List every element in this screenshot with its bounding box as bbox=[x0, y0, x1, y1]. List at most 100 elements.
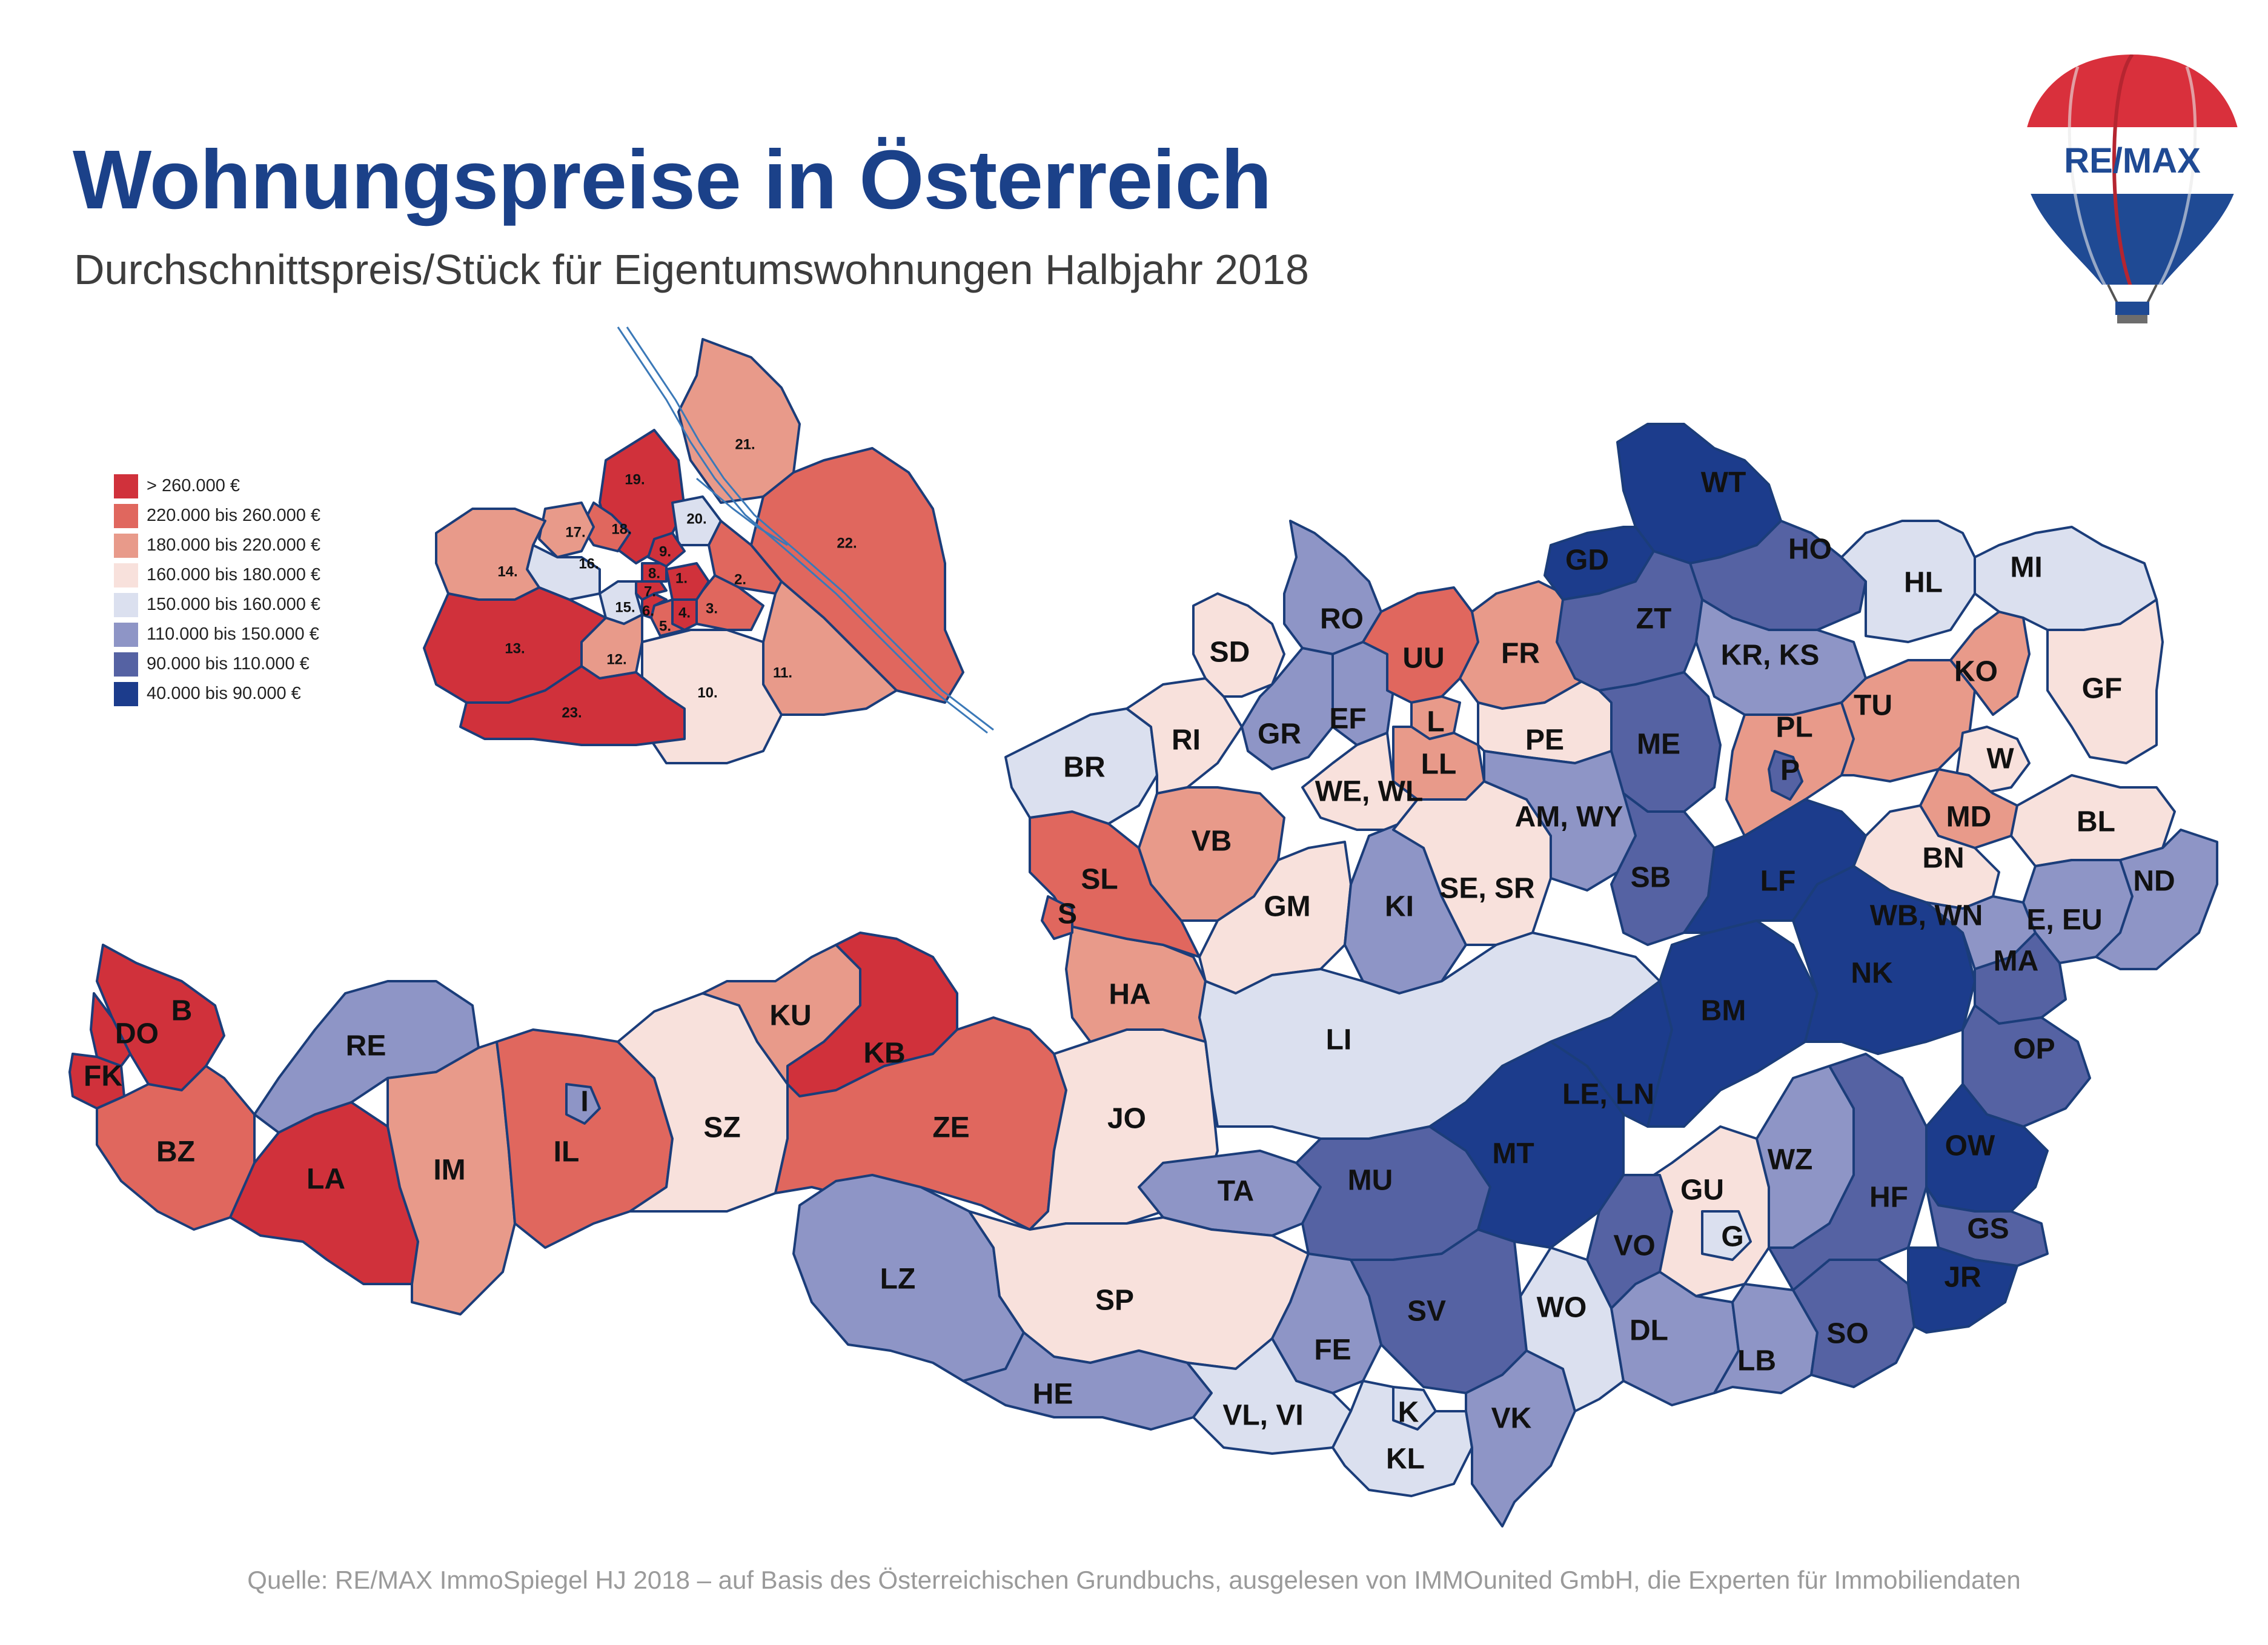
district-label: ND bbox=[2133, 866, 2175, 898]
district-label: VO bbox=[1613, 1230, 1655, 1262]
vienna-district-label: 20. bbox=[686, 511, 706, 527]
district-label: SD bbox=[1210, 637, 1250, 669]
district-label: BM bbox=[1701, 995, 1746, 1027]
district-sb bbox=[1610, 792, 1716, 946]
vienna-district-label: 12. bbox=[606, 651, 626, 667]
district-label: L bbox=[1427, 706, 1444, 738]
district-label: KB bbox=[863, 1038, 905, 1070]
legend-label: 90.000 bis 110.000 € bbox=[147, 654, 310, 674]
page-subtitle: Durchschnittspreis/Stück für Eigentumswo… bbox=[74, 246, 1309, 293]
district-label: MA bbox=[1994, 945, 2039, 978]
danube-river bbox=[617, 326, 988, 734]
vienna-district-label: 8. bbox=[648, 565, 660, 581]
vienna-district-label: 15. bbox=[615, 599, 635, 615]
vienna-district-label: 3. bbox=[706, 600, 718, 617]
district-label: HA bbox=[1109, 979, 1150, 1011]
district-label: WO bbox=[1537, 1292, 1587, 1324]
district-label: ME bbox=[1637, 729, 1680, 761]
vienna-district-13 bbox=[423, 586, 607, 704]
district-label: BL bbox=[2077, 806, 2115, 838]
district-label: RI bbox=[1172, 724, 1201, 756]
legend-item: 220.000 bis 260.000 € bbox=[114, 501, 320, 531]
legend-swatch bbox=[114, 622, 138, 647]
district-label: DL bbox=[1630, 1315, 1668, 1347]
vienna-district-label: 9. bbox=[659, 543, 671, 560]
district-label: ZT bbox=[1636, 603, 1672, 635]
district-label: B bbox=[171, 995, 193, 1027]
district-label: HE bbox=[1033, 1379, 1073, 1411]
district-kr-ks bbox=[1695, 598, 1867, 716]
vienna-inset: 19. 20. 21. 22. 2. 11. 10. 3. 1. 4. 5. 6. 7. 8. 9. 18. 1… bbox=[423, 326, 994, 764]
district-i bbox=[565, 1083, 601, 1125]
vienna-district-label: 11. bbox=[773, 664, 792, 681]
vienna-district-label: 4. bbox=[678, 604, 691, 621]
district-s bbox=[1041, 895, 1073, 940]
legend-swatch bbox=[114, 652, 138, 677]
legend-label: 160.000 bis 180.000 € bbox=[147, 565, 321, 584]
remax-balloon-logo: RE/MAX bbox=[2023, 55, 2241, 323]
district-label: SP bbox=[1095, 1285, 1134, 1317]
district-label: LI bbox=[1326, 1024, 1352, 1056]
district-label: MT bbox=[1492, 1138, 1534, 1170]
vienna-district-label: 18. bbox=[611, 521, 631, 537]
vienna-district-label: 19. bbox=[625, 471, 645, 488]
legend-item: 40.000 bis 90.000 € bbox=[114, 679, 320, 709]
district-label: HF bbox=[1869, 1182, 1908, 1214]
legend-swatch bbox=[114, 474, 138, 498]
district-label: EF bbox=[1329, 703, 1366, 735]
district-label: ZE bbox=[932, 1112, 969, 1144]
district-label: LZ bbox=[880, 1263, 916, 1296]
district-label: VK bbox=[1491, 1403, 1532, 1435]
district-label: VL, VI bbox=[1222, 1400, 1303, 1432]
district-label: GF bbox=[2082, 673, 2123, 705]
vienna-district-17 bbox=[538, 501, 595, 558]
district-label: AM, WY bbox=[1515, 801, 1623, 833]
district-p bbox=[1768, 750, 1803, 801]
district-label: W bbox=[1986, 743, 2014, 775]
district-me bbox=[1598, 671, 1722, 813]
legend-item: 160.000 bis 180.000 € bbox=[114, 560, 320, 590]
vienna-district-9 bbox=[647, 532, 686, 568]
district-label: MU bbox=[1348, 1165, 1393, 1197]
district-label: TU bbox=[1854, 690, 1892, 722]
vienna-district-23 bbox=[459, 665, 686, 746]
legend-item: 110.000 bis 150.000 € bbox=[114, 620, 320, 649]
district-label: KL bbox=[1386, 1443, 1425, 1475]
district-label: LF bbox=[1760, 866, 1796, 898]
district-label: WZ bbox=[1768, 1144, 1813, 1176]
danube-river bbox=[626, 326, 994, 731]
legend-label: 150.000 bis 160.000 € bbox=[147, 595, 321, 614]
district-label: SZ bbox=[703, 1112, 740, 1144]
district-label: BN bbox=[1922, 842, 1964, 875]
district-label: HL bbox=[1904, 567, 1943, 599]
district-br bbox=[1004, 707, 1158, 825]
district-label: SB bbox=[1631, 862, 1671, 894]
vienna-district-label: 17. bbox=[565, 524, 585, 540]
vienna-district-label: 5. bbox=[659, 618, 671, 634]
district-label: G bbox=[1721, 1221, 1743, 1253]
district-label: UU bbox=[1402, 643, 1444, 675]
vienna-district-label: 22. bbox=[837, 535, 857, 551]
district-nd bbox=[2095, 829, 2218, 970]
district-ri bbox=[1126, 677, 1243, 795]
district-label: PE bbox=[1525, 724, 1564, 756]
district-label: P bbox=[1780, 755, 1800, 787]
district-label: OP bbox=[2013, 1033, 2055, 1065]
vienna-district-label: 13. bbox=[505, 640, 525, 657]
vienna-district-1 bbox=[665, 562, 710, 601]
district-label: GU bbox=[1680, 1174, 1724, 1206]
district-label: LE, LN bbox=[1562, 1079, 1654, 1111]
district-label: I bbox=[580, 1086, 588, 1118]
legend-item: 150.000 bis 160.000 € bbox=[114, 590, 320, 620]
legend-swatch bbox=[114, 681, 138, 706]
legend-label: 220.000 bis 260.000 € bbox=[147, 506, 321, 525]
legend-swatch bbox=[114, 533, 138, 558]
district-label: K bbox=[1398, 1397, 1419, 1429]
district-label: SO bbox=[1826, 1318, 1868, 1350]
vienna-district-label: 16. bbox=[579, 555, 598, 572]
district-label: LB bbox=[1737, 1345, 1776, 1377]
district-uu bbox=[1362, 586, 1479, 704]
district-label: WE, WL bbox=[1315, 776, 1424, 808]
vienna-district-3 bbox=[689, 574, 764, 631]
